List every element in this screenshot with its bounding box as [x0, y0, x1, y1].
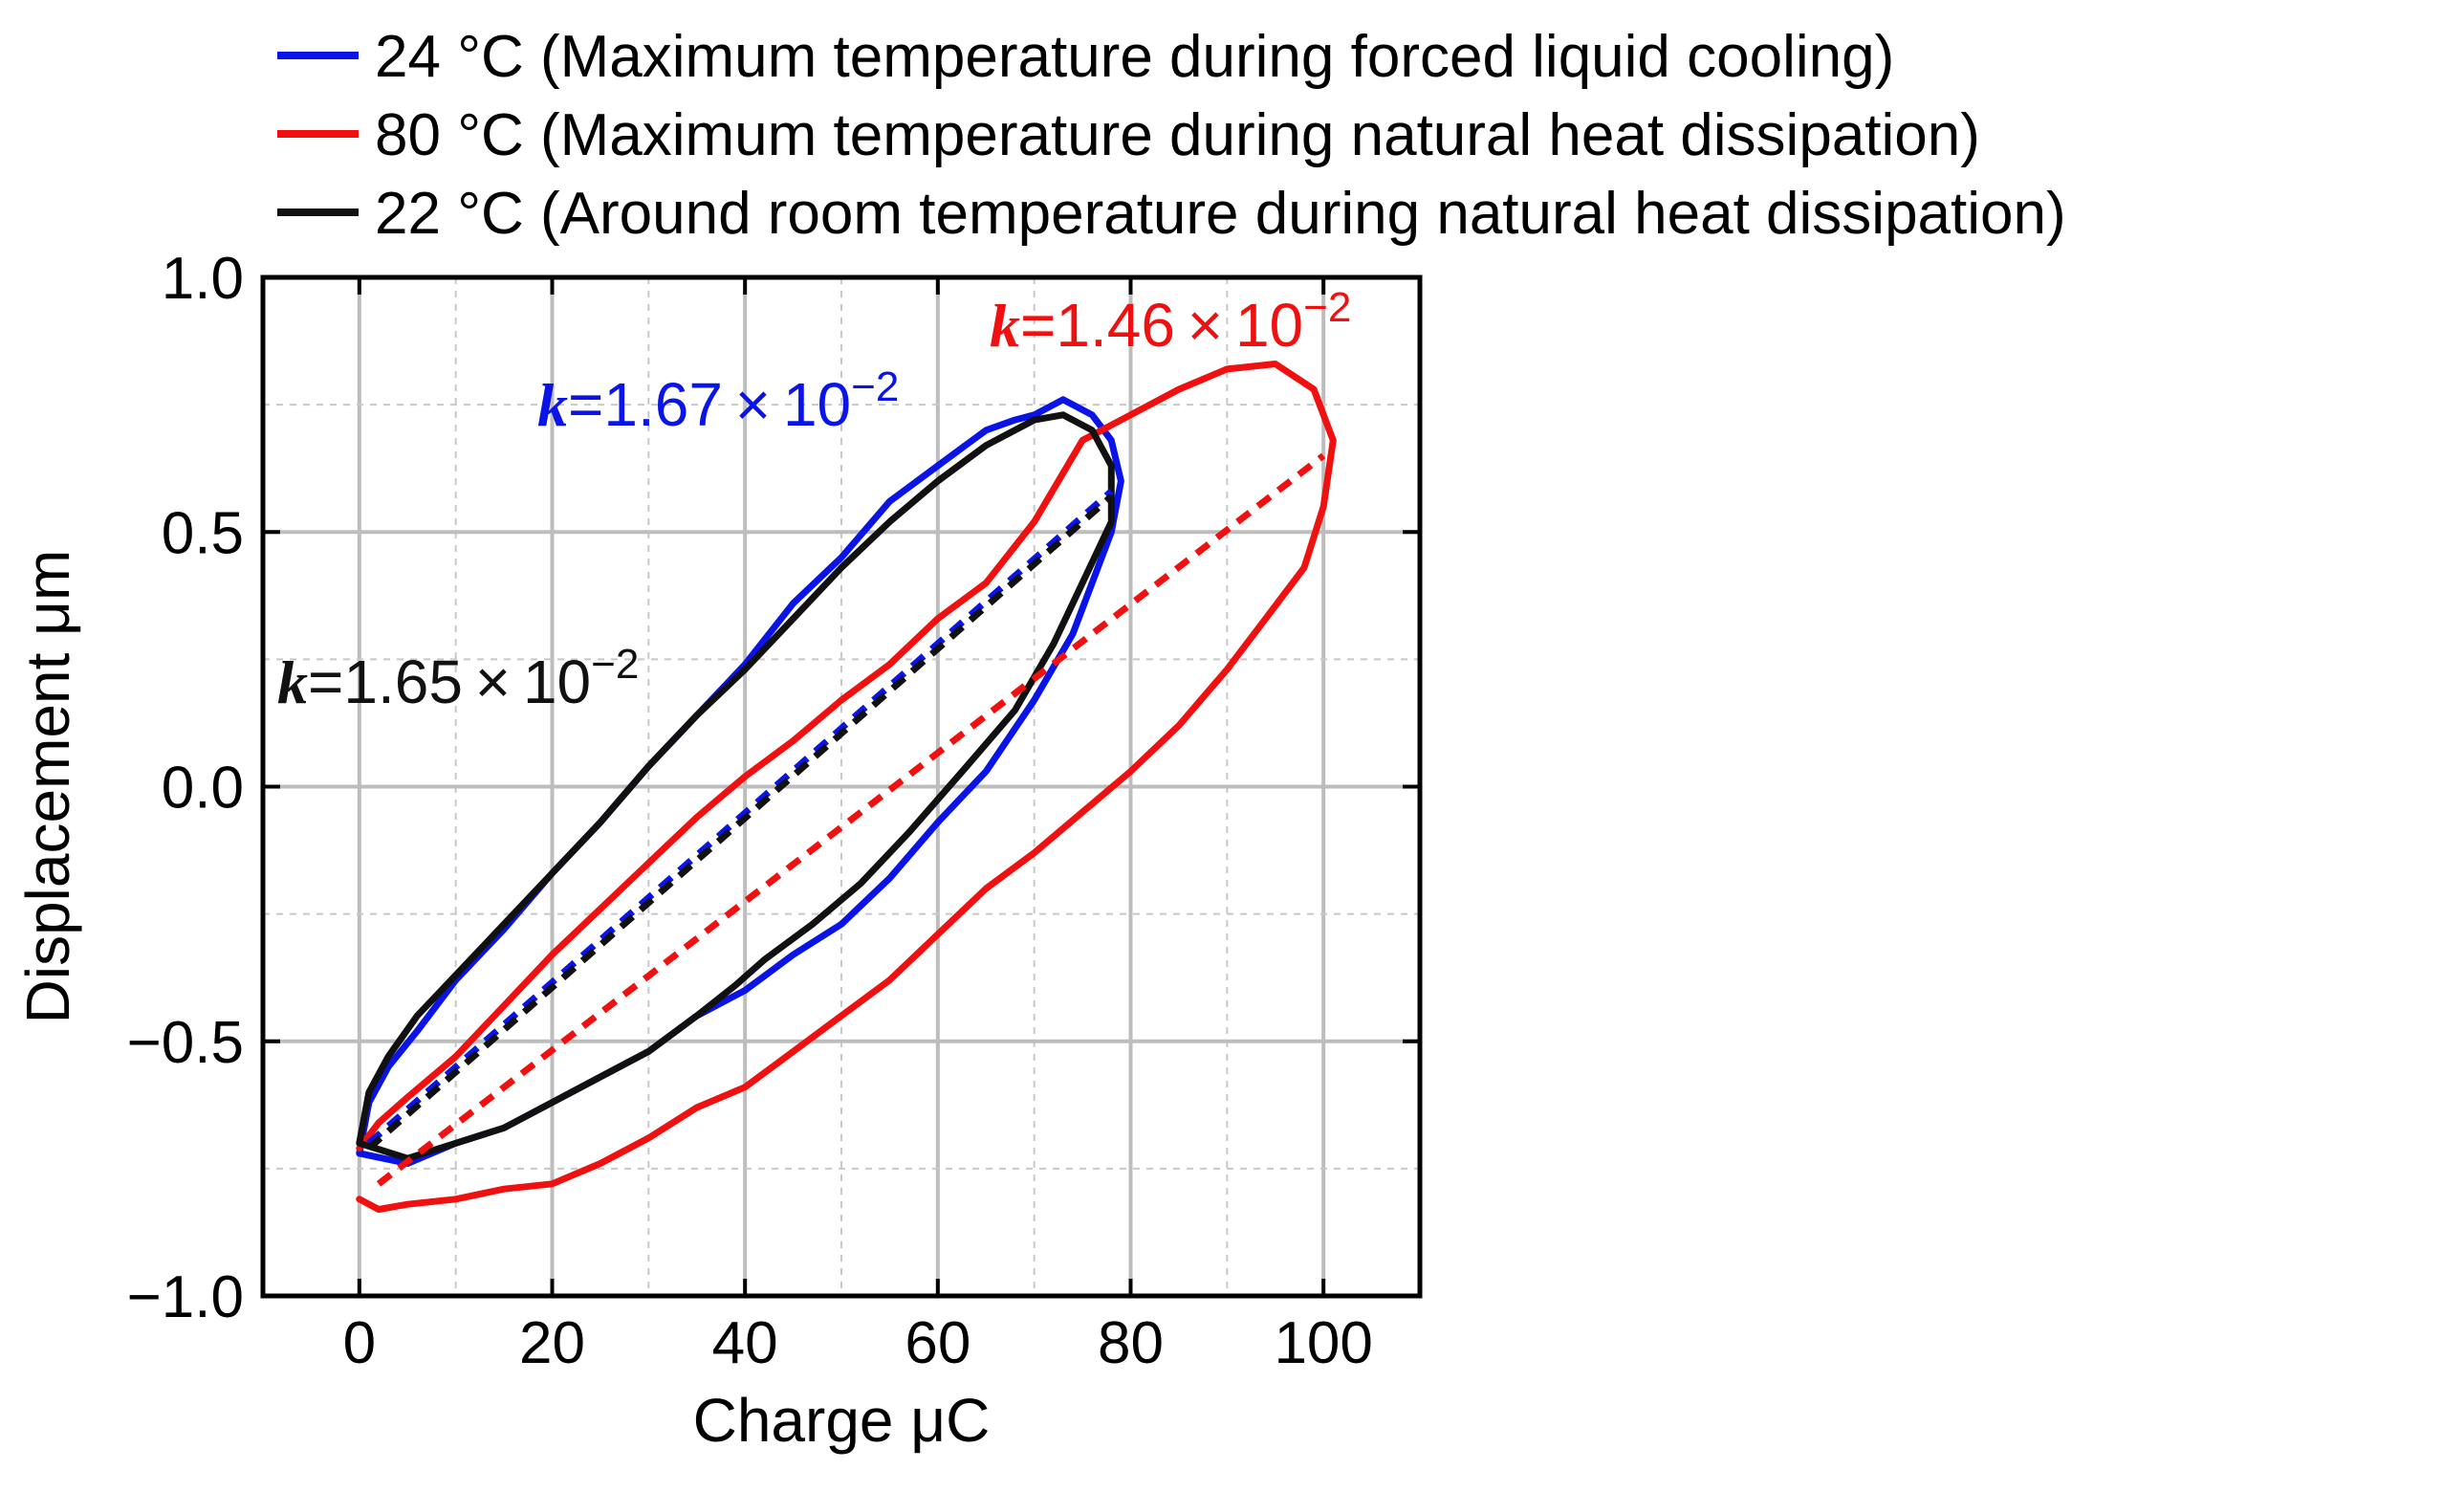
y-axis-title: Displacement μm: [13, 550, 82, 1024]
x-tick-label: 80: [1098, 1310, 1164, 1376]
fit-line-1: [376, 452, 1326, 1187]
k-exponent: −2: [851, 363, 899, 410]
y-tick-label: −0.5: [127, 1010, 244, 1076]
k-symbol: k: [537, 371, 568, 439]
k-value: =1.67 × 10: [568, 370, 851, 439]
y-tick-label: 0.0: [162, 756, 244, 822]
annotations: k=1.67 × 10−2k=1.46 × 10−2k=1.65 × 10−2: [277, 284, 1351, 716]
k-value: =1.65 × 10: [308, 647, 591, 716]
x-tick-label: 40: [712, 1310, 778, 1376]
k-annotation-2: k=1.65 × 10−2: [277, 641, 639, 716]
fit-line-2: [366, 494, 1114, 1152]
series-loop-1: [356, 361, 1337, 1213]
legend-label-1: 80 °C (Maximum temperature during natura…: [375, 102, 1980, 168]
y-tick-label: 0.5: [162, 500, 244, 566]
fit-line-0: [366, 489, 1114, 1146]
k-annotation-0: k=1.67 × 10−2: [537, 363, 899, 439]
k-symbol: k: [990, 292, 1020, 360]
k-annotation-1: k=1.46 × 10−2: [990, 284, 1351, 360]
series-layer: [356, 361, 1337, 1213]
y-tick-label: −1.0: [127, 1264, 244, 1330]
k-value: =1.46 × 10: [1020, 291, 1303, 360]
x-tick-label: 100: [1274, 1310, 1372, 1376]
legend-label-2: 22 °C (Around room temperature during na…: [375, 181, 2066, 247]
x-tick-label: 0: [343, 1310, 376, 1376]
k-exponent: −2: [1303, 284, 1351, 331]
axes: [260, 274, 1423, 1299]
k-symbol: k: [277, 648, 308, 716]
x-tick-label: 60: [905, 1310, 970, 1376]
tick-labels: 0 20 40 60 80 100 −1.0 −0.5 0.0 0.5 1.0: [127, 246, 1373, 1376]
series-loop-2: [356, 411, 1115, 1162]
legend-label-0: 24 °C (Maximum temperature during forced…: [375, 24, 1894, 90]
y-tick-label: 1.0: [162, 246, 244, 312]
legend: 24 °C (Maximum temperature during forced…: [277, 24, 2066, 247]
x-tick-label: 20: [519, 1310, 585, 1376]
k-exponent: −2: [591, 641, 639, 688]
x-axis-title: Charge μC: [693, 1386, 991, 1455]
